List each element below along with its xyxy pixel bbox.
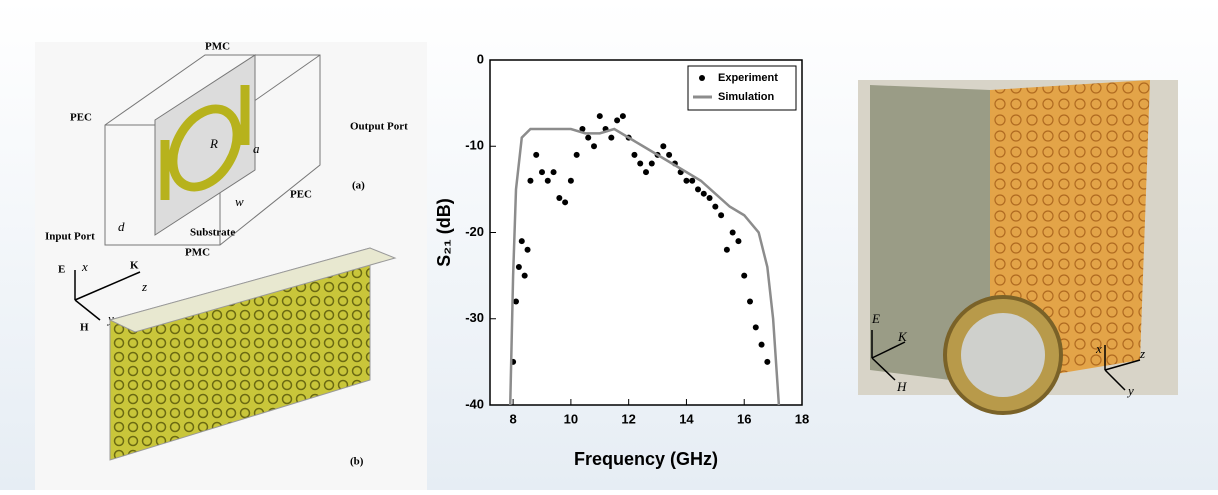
data-point <box>550 169 557 176</box>
data-point <box>729 229 736 236</box>
data-point <box>533 151 540 158</box>
data-point <box>515 264 522 270</box>
data-point <box>706 195 713 201</box>
axes-icon <box>74 270 141 321</box>
data-point <box>518 238 525 245</box>
data-point <box>643 169 649 176</box>
photo-label: H <box>896 379 907 394</box>
photo-coin-center <box>961 313 1045 397</box>
data-point <box>614 117 621 124</box>
diagram-label: Substrate <box>190 227 235 239</box>
x-tick-label: 10 <box>564 411 578 426</box>
photo-stack <box>870 85 990 385</box>
y-tick-label: -30 <box>465 310 484 325</box>
legend-label: Experiment <box>718 72 778 84</box>
unit-cell <box>104 54 321 246</box>
diagram-label: PEC <box>70 112 92 124</box>
data-point <box>683 177 690 184</box>
resonator <box>160 85 250 200</box>
y-axis-label: S₂₁ (dB) <box>434 198 454 266</box>
diagram-label: Output Port <box>350 121 408 133</box>
data-point <box>660 143 667 150</box>
photo-label: K <box>897 329 908 344</box>
data-point <box>556 195 563 201</box>
x-axis-label: Frequency (GHz) <box>574 449 718 469</box>
diagram-label: H <box>80 322 89 334</box>
x-tick-label: 14 <box>679 411 694 426</box>
data-point <box>585 134 592 141</box>
data-point <box>521 272 528 279</box>
photo-label: E <box>871 311 880 326</box>
data-point <box>539 169 545 176</box>
diagram-label: x <box>81 259 88 274</box>
photo-label: x <box>1095 341 1102 356</box>
x-tick-label: 8 <box>509 411 516 426</box>
data-point <box>591 143 597 150</box>
data-point <box>648 160 655 167</box>
photo-axes <box>871 330 1141 391</box>
data-point <box>513 298 519 305</box>
diagram-label: E <box>58 264 65 276</box>
diagram-label: a <box>253 141 260 156</box>
diagram-label: w <box>235 194 244 209</box>
data-point <box>712 203 719 210</box>
data-point <box>752 324 759 331</box>
legend-label: Simulation <box>718 91 775 103</box>
diagram-label: y <box>106 311 114 326</box>
data-point <box>573 151 580 158</box>
data-point <box>689 177 696 184</box>
series-line <box>508 127 781 406</box>
data-point <box>596 113 603 120</box>
legend-box <box>687 65 797 111</box>
diagram-label: Input Port <box>45 231 95 243</box>
x-tick-label: 18 <box>795 411 809 426</box>
data-point <box>567 177 574 184</box>
data-point <box>747 298 753 305</box>
data-point <box>735 238 742 245</box>
plot-frame <box>489 59 803 406</box>
data-point <box>700 190 707 197</box>
data-point <box>695 186 701 193</box>
data-point <box>718 212 725 219</box>
chart: -40 -30 -20 -10 0 8 10 12 14 16 18 Frequency (GHz) S… <box>434 51 809 468</box>
data-point <box>562 199 569 206</box>
diagram-label: PMC <box>205 41 230 53</box>
photo-label: y <box>1126 383 1134 398</box>
diagram-label: R <box>209 136 218 151</box>
diagram-label: z <box>141 279 147 294</box>
data-point <box>764 358 771 365</box>
photo-label: z <box>1139 346 1145 361</box>
diagram-label: PEC <box>290 189 312 201</box>
data-point <box>579 126 586 132</box>
x-tick-label: 12 <box>621 411 635 426</box>
data-point <box>527 177 534 184</box>
data-point <box>758 341 765 348</box>
data-point <box>666 151 673 158</box>
y-tick-label: -20 <box>465 224 484 239</box>
data-point <box>631 151 638 158</box>
diagram-label: (a) <box>352 180 365 192</box>
block-top <box>108 247 397 333</box>
diagram-label: d <box>118 219 125 234</box>
diagram-label: (b) <box>350 456 364 468</box>
data-point <box>741 272 748 279</box>
data-point <box>524 246 531 253</box>
diagram-label: K <box>130 260 139 272</box>
x-tick-label: 16 <box>737 411 751 426</box>
data-point <box>723 246 730 253</box>
data-point <box>637 160 644 167</box>
data-point <box>608 134 615 141</box>
data-point <box>544 177 551 184</box>
diagram-label: PMC <box>185 247 210 259</box>
data-point <box>619 113 626 120</box>
y-tick-label: 0 <box>477 51 484 66</box>
y-tick-label: -10 <box>465 138 484 153</box>
legend-marker <box>699 75 705 81</box>
y-tick-label: -40 <box>465 396 484 411</box>
